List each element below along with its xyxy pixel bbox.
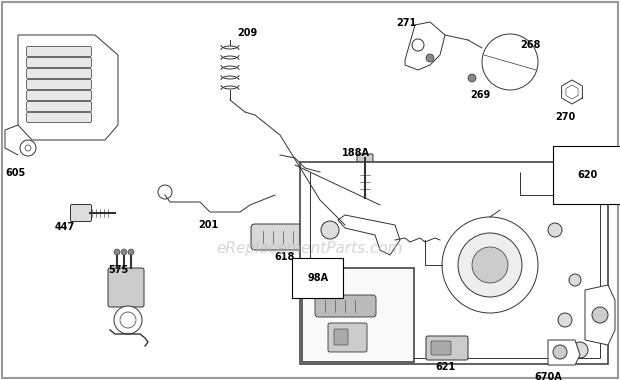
- Circle shape: [114, 306, 142, 334]
- Circle shape: [553, 345, 567, 359]
- Circle shape: [347, 332, 363, 348]
- Text: 618: 618: [275, 252, 295, 262]
- FancyBboxPatch shape: [334, 329, 348, 345]
- Circle shape: [128, 249, 134, 255]
- Polygon shape: [405, 22, 445, 70]
- Circle shape: [558, 313, 572, 327]
- Circle shape: [569, 274, 581, 286]
- FancyBboxPatch shape: [426, 336, 468, 360]
- Text: 209: 209: [237, 28, 257, 38]
- FancyBboxPatch shape: [27, 68, 92, 79]
- Text: 268: 268: [520, 40, 541, 50]
- Text: 270: 270: [555, 112, 575, 122]
- FancyBboxPatch shape: [108, 268, 144, 307]
- Text: 271: 271: [396, 18, 416, 28]
- Circle shape: [442, 217, 538, 313]
- Text: 670A: 670A: [534, 372, 562, 380]
- Text: eReplacementParts.com: eReplacementParts.com: [216, 241, 404, 255]
- FancyBboxPatch shape: [27, 79, 92, 90]
- Circle shape: [426, 54, 434, 62]
- FancyBboxPatch shape: [315, 295, 376, 317]
- Text: 620: 620: [578, 170, 598, 180]
- Polygon shape: [585, 285, 615, 345]
- FancyBboxPatch shape: [357, 154, 373, 164]
- FancyBboxPatch shape: [27, 112, 92, 122]
- FancyBboxPatch shape: [71, 204, 92, 222]
- FancyBboxPatch shape: [27, 101, 92, 111]
- Circle shape: [468, 74, 476, 82]
- Circle shape: [25, 145, 31, 151]
- FancyBboxPatch shape: [27, 57, 92, 68]
- Text: 188A: 188A: [342, 148, 370, 158]
- FancyBboxPatch shape: [27, 46, 92, 57]
- FancyBboxPatch shape: [431, 341, 451, 355]
- Circle shape: [412, 39, 424, 51]
- Text: 447: 447: [55, 222, 75, 232]
- Text: 605: 605: [5, 168, 25, 178]
- Bar: [300, 162, 608, 364]
- Bar: [302, 268, 414, 362]
- FancyBboxPatch shape: [27, 90, 92, 100]
- Circle shape: [572, 342, 588, 358]
- Text: 575: 575: [108, 265, 128, 275]
- Polygon shape: [18, 35, 118, 140]
- Circle shape: [321, 221, 339, 239]
- Circle shape: [482, 34, 538, 90]
- FancyBboxPatch shape: [328, 323, 367, 352]
- Text: 201: 201: [198, 220, 218, 230]
- Circle shape: [158, 185, 172, 199]
- Circle shape: [114, 249, 120, 255]
- Circle shape: [458, 233, 522, 297]
- Text: 269: 269: [470, 90, 490, 100]
- Circle shape: [548, 223, 562, 237]
- FancyBboxPatch shape: [251, 224, 314, 250]
- Text: 621: 621: [435, 362, 455, 372]
- Polygon shape: [338, 215, 400, 255]
- Polygon shape: [548, 340, 580, 365]
- Circle shape: [20, 140, 36, 156]
- Polygon shape: [562, 80, 582, 104]
- Circle shape: [472, 247, 508, 283]
- Circle shape: [592, 307, 608, 323]
- Text: 98A: 98A: [307, 273, 328, 283]
- Circle shape: [120, 312, 136, 328]
- Circle shape: [121, 249, 127, 255]
